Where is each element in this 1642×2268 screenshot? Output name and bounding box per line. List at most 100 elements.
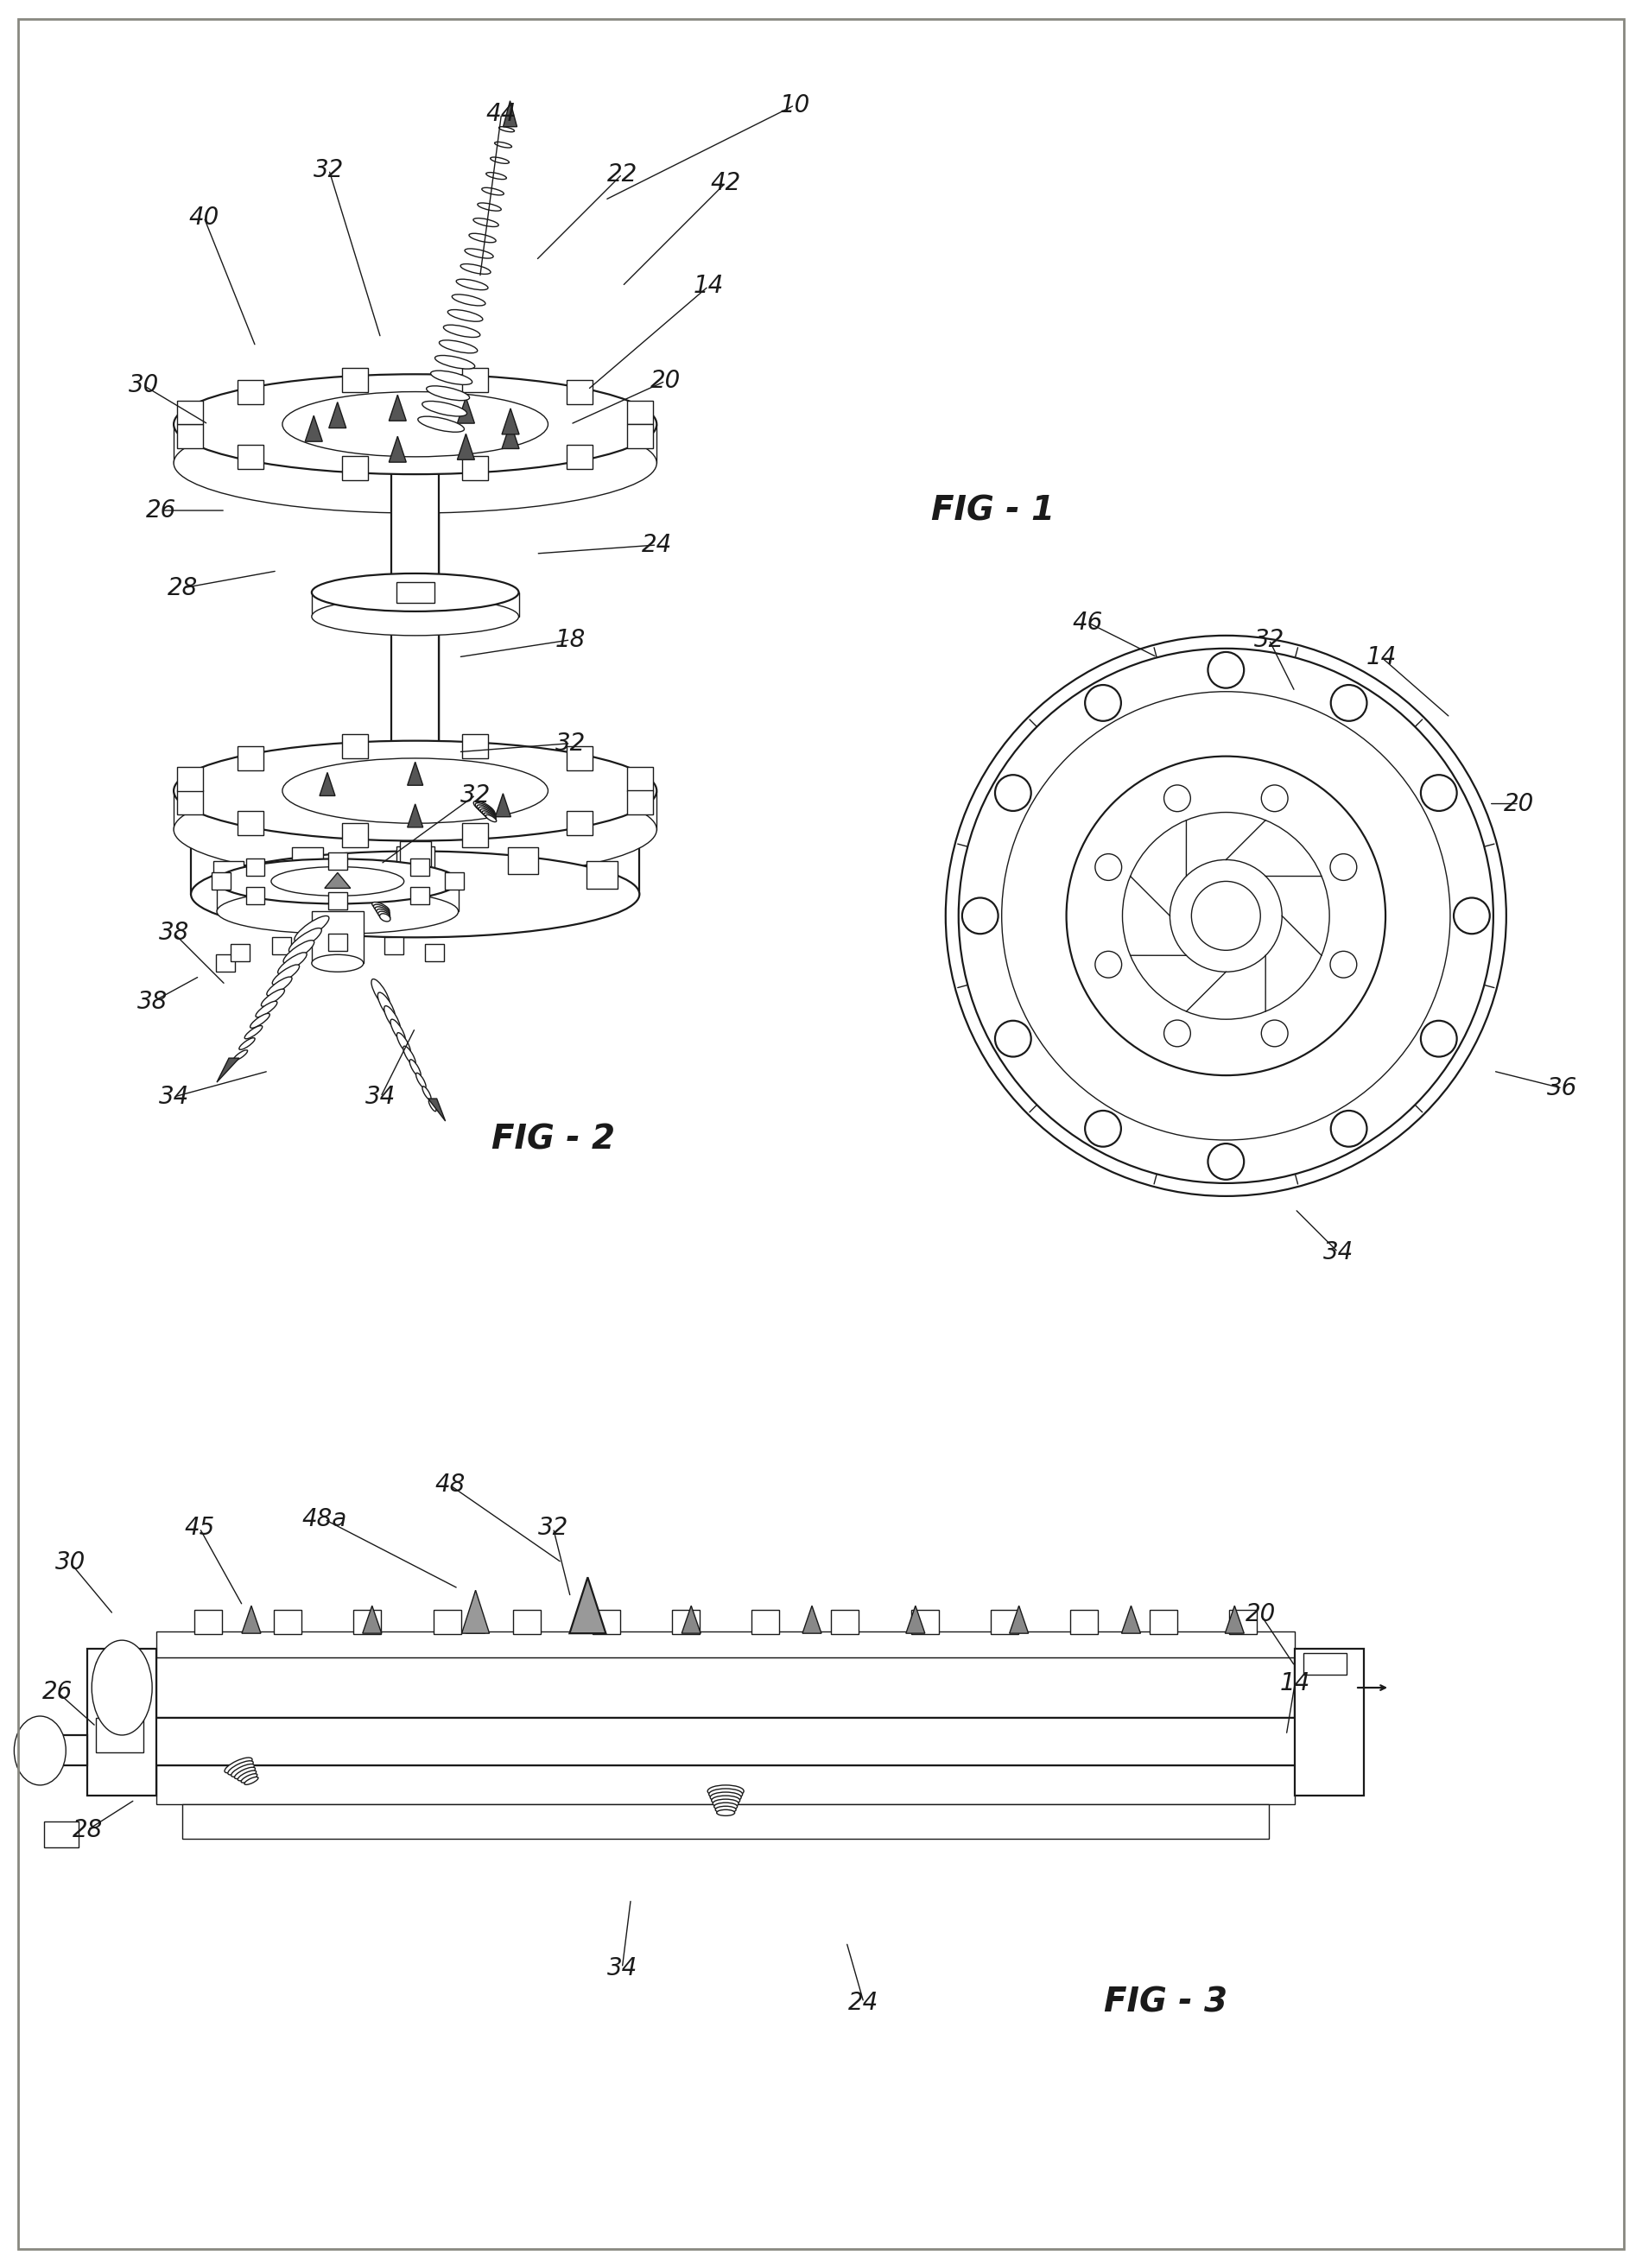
Ellipse shape [959,649,1493,1184]
Text: 10: 10 [780,93,810,118]
Bar [39,1735,87,1765]
Text: 22: 22 [608,161,637,186]
Bar [87,1649,156,1796]
Ellipse shape [174,413,657,513]
Ellipse shape [277,953,307,973]
Ellipse shape [190,850,639,937]
Bar [238,379,263,404]
Ellipse shape [478,805,496,816]
Ellipse shape [479,807,496,819]
Ellipse shape [1085,1111,1121,1148]
Polygon shape [1010,1606,1028,1633]
Ellipse shape [266,978,292,996]
Ellipse shape [470,234,496,243]
Text: 18: 18 [555,628,586,651]
Bar [425,943,445,962]
Ellipse shape [1453,898,1489,934]
Ellipse shape [995,1021,1031,1057]
Ellipse shape [261,989,284,1007]
Bar [213,862,245,889]
Ellipse shape [235,1767,255,1778]
Ellipse shape [374,907,389,916]
Text: 20: 20 [1245,1601,1276,1626]
Text: 32: 32 [555,730,586,755]
Text: 24: 24 [849,1991,878,2014]
Ellipse shape [1085,685,1121,721]
Text: 28: 28 [167,576,197,601]
Ellipse shape [256,1000,277,1018]
Text: 44: 44 [486,102,517,125]
Polygon shape [320,773,335,796]
Ellipse shape [190,787,639,873]
Ellipse shape [716,1805,736,1812]
Text: 20: 20 [1504,792,1534,816]
Ellipse shape [1002,692,1450,1141]
Bar [194,1610,222,1635]
Text: 32: 32 [314,159,345,181]
Ellipse shape [716,1810,734,1817]
Polygon shape [407,805,424,828]
Polygon shape [456,397,475,424]
Text: 34: 34 [159,1084,189,1109]
Text: 32: 32 [460,782,491,807]
Ellipse shape [294,916,328,941]
Bar [463,367,488,392]
Bar [1071,1610,1098,1635]
Bar [911,1610,939,1635]
Ellipse shape [233,1050,248,1061]
Polygon shape [429,1098,445,1120]
Bar [177,767,204,792]
Ellipse shape [271,866,404,896]
Polygon shape [363,1606,381,1633]
Ellipse shape [946,635,1506,1195]
Text: 45: 45 [184,1515,215,1540]
Ellipse shape [217,889,458,934]
Text: 20: 20 [650,370,680,392]
Ellipse shape [232,1765,255,1776]
Text: 30: 30 [128,374,159,397]
Bar [445,873,463,889]
Ellipse shape [228,1760,253,1776]
Ellipse shape [714,1803,737,1810]
Ellipse shape [384,1005,401,1032]
Bar [156,1631,1296,1658]
Polygon shape [1121,1606,1141,1633]
Polygon shape [328,401,346,429]
Ellipse shape [397,1032,410,1055]
Polygon shape [570,1576,606,1633]
Text: 32: 32 [539,1515,568,1540]
Polygon shape [305,415,322,442]
Ellipse shape [1095,950,1121,978]
Bar [156,1765,1296,1803]
Bar [396,583,433,603]
Bar [212,873,230,889]
Ellipse shape [1169,860,1282,973]
Ellipse shape [1330,1111,1366,1148]
Ellipse shape [238,1771,256,1780]
Text: 30: 30 [54,1551,85,1574]
Bar [246,860,264,875]
Bar [752,1610,780,1635]
Text: FIG - 1: FIG - 1 [931,494,1054,526]
Ellipse shape [708,1785,744,1796]
Bar [1149,1610,1177,1635]
Polygon shape [456,433,475,460]
Bar [238,812,263,835]
Bar [312,912,363,964]
Bar [627,401,654,424]
Bar [463,735,488,760]
Polygon shape [803,1606,821,1633]
Ellipse shape [709,1789,742,1801]
Ellipse shape [282,392,548,456]
Bar [174,792,657,830]
Polygon shape [325,873,350,889]
Text: FIG - 3: FIG - 3 [1103,1987,1227,2019]
Bar [593,1610,621,1635]
Text: 34: 34 [1323,1241,1353,1263]
Text: 42: 42 [711,170,741,195]
Bar [399,841,430,869]
Bar [353,1610,381,1635]
Ellipse shape [92,1640,153,1735]
Ellipse shape [378,993,396,1018]
Ellipse shape [1192,882,1261,950]
